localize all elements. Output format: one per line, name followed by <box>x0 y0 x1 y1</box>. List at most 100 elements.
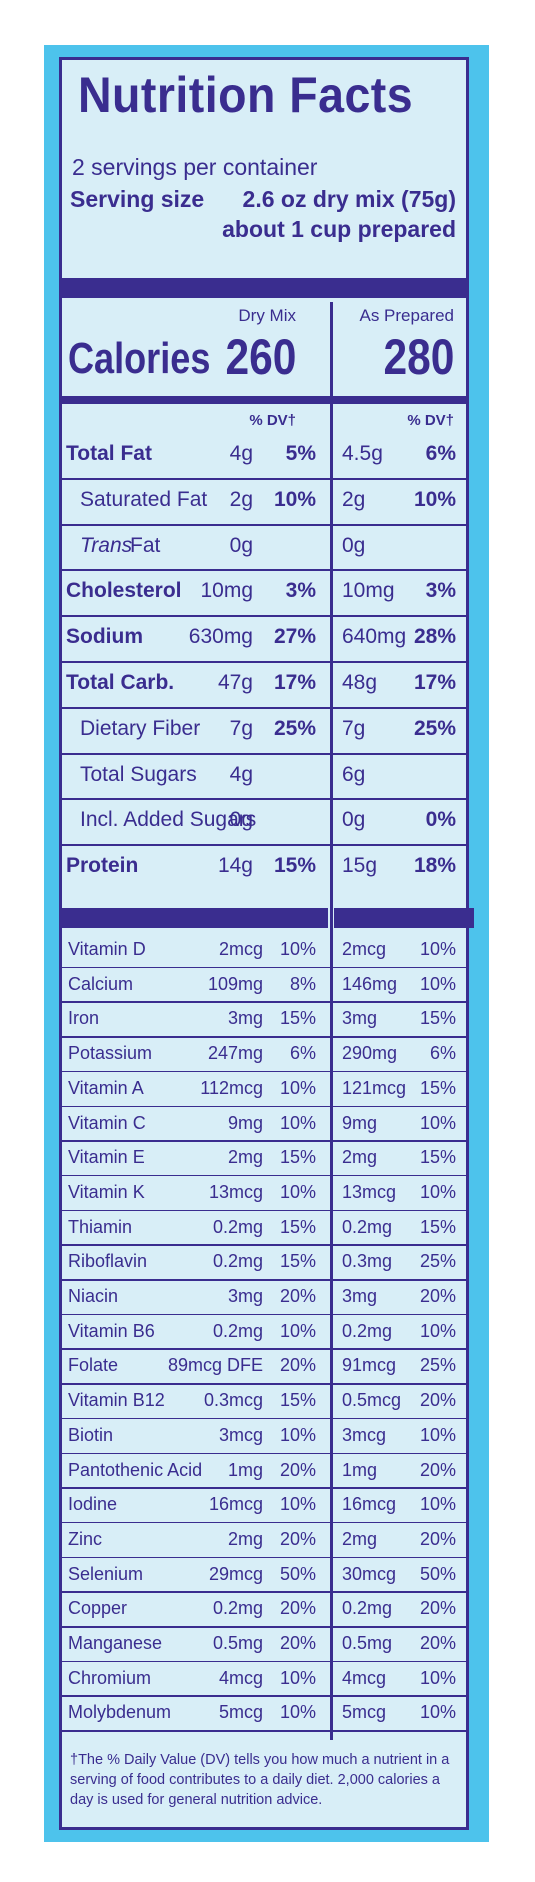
dry-amount: 109mg <box>207 973 263 994</box>
prepared-dv: 18% <box>413 854 456 878</box>
prepared-amount: 4.5g <box>342 442 383 465</box>
dv-header-dry: % DV† <box>249 412 296 429</box>
nutrient-name: Sodium <box>66 625 143 649</box>
prepared-dv: 25% <box>419 1355 456 1376</box>
prepared-amount: 91mcg <box>342 1355 397 1376</box>
nutrient-name: Total Carb. <box>66 671 175 694</box>
row-divider <box>62 1660 466 1663</box>
dry-amount: 4g <box>229 442 253 465</box>
vitamin-name: Copper <box>68 1598 128 1619</box>
prepared-dv: 25% <box>413 716 456 740</box>
nutrient-row: Cholesterol 10mg 3% 10mg 3% <box>62 573 466 616</box>
vitamin-row: Vitamin A 112mcg 10% 121mcg 15% <box>62 1073 466 1106</box>
prepared-dv: 20% <box>419 1598 456 1619</box>
prepared-dv: 3% <box>425 579 456 603</box>
prepared-dv: 15% <box>419 1216 456 1237</box>
dry-dv: 20% <box>279 1355 316 1376</box>
dry-amount: 0.5mg <box>212 1633 263 1653</box>
row-divider <box>62 523 466 526</box>
vitamin-name: Manganese <box>68 1633 163 1653</box>
dry-dv: 3% <box>285 579 316 603</box>
dry-dv: 15% <box>279 1251 316 1272</box>
dry-dv: 15% <box>279 1216 316 1237</box>
row-divider <box>62 569 466 572</box>
dry-amount: 0.2mg <box>212 1598 263 1619</box>
prepared-dv: 10% <box>419 1424 456 1445</box>
dry-amount: 112mcg <box>200 1077 263 1098</box>
row-divider <box>62 615 466 618</box>
prepared-dv: 10% <box>419 1702 456 1723</box>
prepared-dv: 20% <box>419 1528 456 1549</box>
prepared-dv: 15% <box>419 1008 456 1029</box>
row-divider <box>62 1105 466 1107</box>
vitamin-name: Molybdenum <box>68 1702 172 1723</box>
prepared-dv: 6% <box>429 1043 456 1064</box>
vitamin-name: Vitamin B6 <box>68 1320 155 1341</box>
serving-size-value: 2.6 oz dry mix (75g) <box>242 186 456 212</box>
row-divider <box>62 1313 466 1316</box>
dry-dv: 10% <box>279 939 316 959</box>
prepared-dv: 28% <box>413 625 456 649</box>
row-divider <box>62 752 466 755</box>
prepared-amount: 0.3mg <box>342 1251 393 1272</box>
nutrient-name-prefix: Trans <box>80 533 133 557</box>
dry-amount: 0.2mg <box>212 1251 263 1272</box>
nutrient-row: Saturated Fat 2g 10% 2g 10% <box>62 482 466 525</box>
dry-amount: 3mg <box>227 1008 263 1029</box>
row-divider <box>62 1487 466 1489</box>
row-divider <box>62 1070 466 1073</box>
vitamin-name: Folate <box>68 1355 119 1376</box>
dry-amount: 2g <box>229 487 253 511</box>
vitamin-row: Pantothenic Acid 1mg 20% 1mg 20% <box>62 1455 466 1488</box>
vitamin-name: Zinc <box>68 1528 103 1549</box>
vitamin-row: Vitamin E 2mg 15% 2mg 15% <box>62 1142 466 1175</box>
row-divider <box>62 1591 466 1593</box>
dry-dv: 10% <box>273 487 316 511</box>
dry-amount: 14g <box>217 854 253 878</box>
dry-dv: 15% <box>279 1008 316 1029</box>
vitamin-row: Thiamin 0.2mg 15% 0.2mg 15% <box>62 1212 466 1245</box>
row-divider <box>62 1383 466 1385</box>
prepared-dv: 50% <box>419 1563 456 1584</box>
vitamin-row: Copper 0.2mg 20% 0.2mg 20% <box>62 1593 466 1626</box>
calories-label: Calories <box>68 334 211 383</box>
vitamin-row: Folate 89mcg DFE 20% 91mcg 25% <box>62 1350 466 1383</box>
vitamin-row: Vitamin B12 0.3mcg 15% 0.5mcg 20% <box>62 1385 466 1418</box>
row-divider <box>62 1348 466 1350</box>
dry-amount: 10mg <box>200 579 253 603</box>
vitamin-row: Manganese 0.5mg 20% 0.5mg 20% <box>62 1628 466 1661</box>
nutrient-name: Protein <box>66 854 139 878</box>
prepared-amount: 2mcg <box>342 939 387 959</box>
thick-divider-right <box>334 908 474 928</box>
vitamin-name: Potassium <box>68 1043 153 1064</box>
dry-dv: 20% <box>279 1286 316 1306</box>
prepared-amount: 0.5mcg <box>342 1390 402 1411</box>
vitamin-row: Molybdenum 5mcg 10% 5mcg 10% <box>62 1697 466 1730</box>
dry-amount: 2mg <box>227 1147 263 1168</box>
prepared-dv: 15% <box>419 1077 456 1098</box>
dry-amount: 5mcg <box>218 1702 263 1723</box>
prepared-dv: 20% <box>419 1633 456 1653</box>
dry-dv: 50% <box>279 1563 316 1584</box>
dry-amount: 3mg <box>227 1286 263 1306</box>
prepared-amount: 640mg <box>342 625 407 649</box>
dry-dv: 10% <box>279 1112 316 1133</box>
dry-dv: 15% <box>279 1390 316 1411</box>
dry-dv: 27% <box>273 625 316 649</box>
dry-amount: 630mg <box>188 625 253 649</box>
serving-size-label: Serving size <box>70 186 205 212</box>
vitamin-row: Iodine 16mcg 10% 16mcg 10% <box>62 1489 466 1522</box>
prepared-amount: 5mcg <box>342 1702 387 1723</box>
vitamin-name: Vitamin A <box>68 1077 144 1098</box>
prepared-amount: 146mg <box>342 973 398 994</box>
dry-dv: 15% <box>273 854 316 878</box>
vitamin-name: Iron <box>68 1008 100 1029</box>
dry-dv: 20% <box>279 1528 316 1549</box>
row-divider <box>62 1036 466 1038</box>
nutrient-row: Sodium 630mg 27% 640mg 28% <box>62 619 466 662</box>
dry-amount: 16mcg <box>208 1494 263 1515</box>
dry-dv: 17% <box>273 671 316 694</box>
row-divider <box>62 1244 466 1246</box>
calories-prepared: 280 <box>383 329 454 385</box>
dry-amount: 0g <box>229 808 253 832</box>
